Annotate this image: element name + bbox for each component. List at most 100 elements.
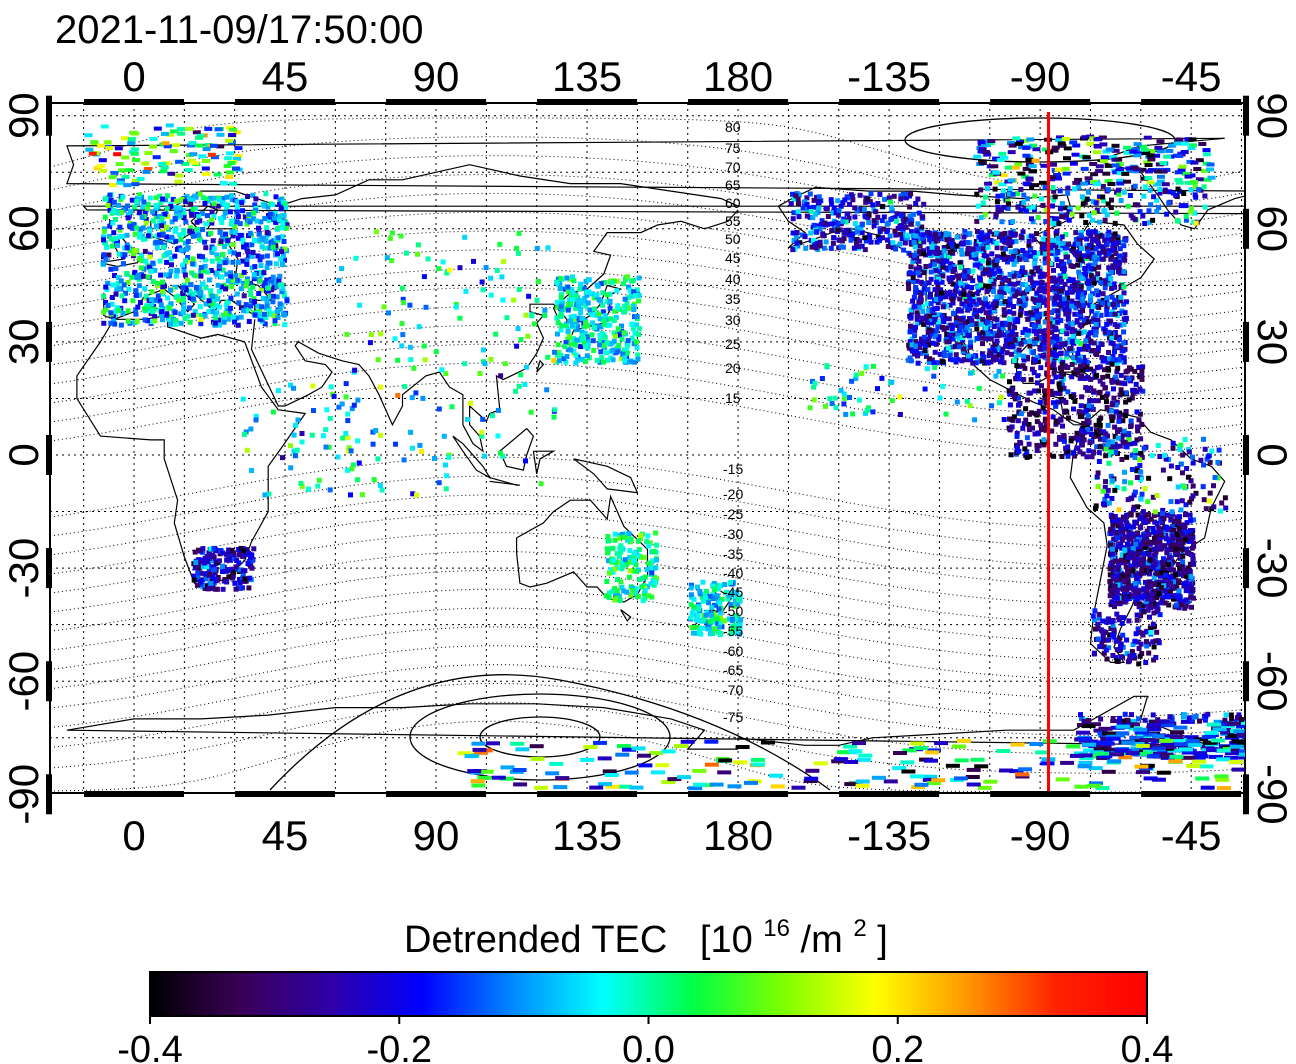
tec-pixel: [994, 338, 1000, 344]
tec-pixel: [265, 288, 271, 294]
tec-pixel: [946, 316, 952, 322]
tec-pixel: [1006, 191, 1012, 197]
tec-pixel: [1032, 193, 1038, 199]
tec-pixel: [939, 279, 945, 285]
tec-pixel: [1018, 291, 1024, 297]
tec-pixel: [828, 197, 834, 203]
tec-pixel: [951, 310, 956, 316]
tec-pixel: [119, 293, 125, 299]
tec-pixel: [134, 199, 140, 204]
mlat-contour: [50, 192, 1243, 265]
tec-pixel: [1032, 297, 1038, 303]
tec-pixel: [1087, 398, 1093, 404]
tec-pixel: [195, 135, 204, 140]
tec-pixel: [1062, 273, 1068, 279]
tec-pixel: [1040, 405, 1046, 411]
tec-pixel: [1096, 390, 1102, 396]
tec-pixel: [637, 326, 642, 332]
tec-pixel: [738, 617, 743, 623]
tec-pixel: [585, 343, 591, 348]
tec-pixel: [940, 359, 946, 365]
tec-pixel: [215, 296, 221, 302]
tec-pixel: [259, 287, 264, 293]
tec-pixel: [857, 238, 863, 244]
tec-pixel: [1023, 282, 1029, 288]
tec-pixel: [1037, 346, 1043, 351]
tec-pixel: [561, 356, 567, 362]
tec-pixel: [722, 582, 728, 587]
tec-pixel: [1095, 238, 1101, 244]
tec-pixel: [1064, 213, 1069, 219]
tec-pixel: [1141, 193, 1147, 199]
tec-pixel: [1082, 155, 1091, 160]
tec-pixel: [1107, 182, 1116, 186]
tec-pixel: [1061, 438, 1067, 444]
tec-pixel: [992, 330, 998, 336]
tec-pixel: [197, 304, 203, 310]
tec-pixel: [1000, 155, 1009, 160]
tec-pixel: [1068, 263, 1074, 269]
tec-pixel: [1063, 311, 1069, 317]
tec-pixel: [1135, 428, 1141, 434]
tec-pixel: [270, 299, 276, 305]
tec-pixel: [1156, 179, 1165, 184]
tec-pixel: [1093, 137, 1102, 142]
tec-pixel: [240, 572, 246, 578]
tec-pixel: [1027, 453, 1033, 459]
tec-pixel: [1052, 194, 1058, 200]
tec-pixel: [264, 253, 270, 259]
tec-pixel: [854, 224, 860, 230]
tec-pixel: [602, 334, 608, 340]
tec-pixel: [916, 264, 922, 270]
tec-pixel: [597, 359, 603, 365]
tec-pixel: [210, 309, 216, 315]
tec-pixel: [279, 249, 284, 255]
tec-pixel: [958, 280, 963, 286]
tec-pixel: [216, 288, 222, 294]
tec-pixel: [626, 531, 632, 537]
tec-pixel: [165, 213, 171, 219]
tec-pixel: [211, 545, 217, 551]
tec-pixel: [983, 310, 989, 316]
tec-pixel: [992, 316, 998, 322]
tec-pixel: [1031, 306, 1037, 311]
tec-pixel: [1010, 191, 1016, 197]
tec-pixel: [1069, 298, 1075, 304]
tec-pixel: [1030, 280, 1036, 286]
tec-pixel: [1130, 165, 1139, 170]
tec-pixel: [919, 224, 925, 230]
tec-pixel: [125, 279, 131, 285]
mlat-contour: [50, 249, 1243, 322]
tec-pixel: [150, 309, 156, 315]
tec-pixel: [1055, 235, 1061, 241]
tec-pixel: [636, 298, 642, 304]
tec-pixel: [1026, 242, 1032, 248]
tec-pixel: [152, 314, 158, 320]
tec-pixel: [152, 155, 161, 160]
tec-pixel: [1054, 245, 1060, 251]
tec-pixel: [1192, 183, 1198, 189]
tec-pixel: [970, 360, 976, 366]
tec-pixel: [180, 262, 186, 268]
tec-pixel: [225, 138, 233, 143]
tec-pixel: [967, 231, 973, 237]
tec-pixel: [275, 309, 281, 314]
tec-pixel: [973, 321, 979, 327]
tec-pixel: [910, 275, 916, 281]
tec-pixel: [1145, 169, 1154, 174]
tec-pixel: [186, 259, 192, 265]
tec-pixel: [272, 321, 278, 327]
tec-pixel: [628, 592, 634, 598]
tec-pixel: [103, 196, 109, 202]
tec-pixel: [728, 630, 734, 636]
tec-pixel: [790, 230, 796, 236]
tec-pixel: [718, 619, 724, 625]
tec-pixel: [103, 140, 112, 145]
tec-pixel: [161, 131, 169, 136]
tec-pixel: [1081, 437, 1087, 443]
tec-pixel: [1188, 206, 1194, 212]
tec-pixel: [582, 295, 588, 301]
tec-pixel: [1103, 252, 1109, 258]
tec-pixel: [995, 266, 1001, 271]
tec-pixel: [634, 313, 640, 319]
